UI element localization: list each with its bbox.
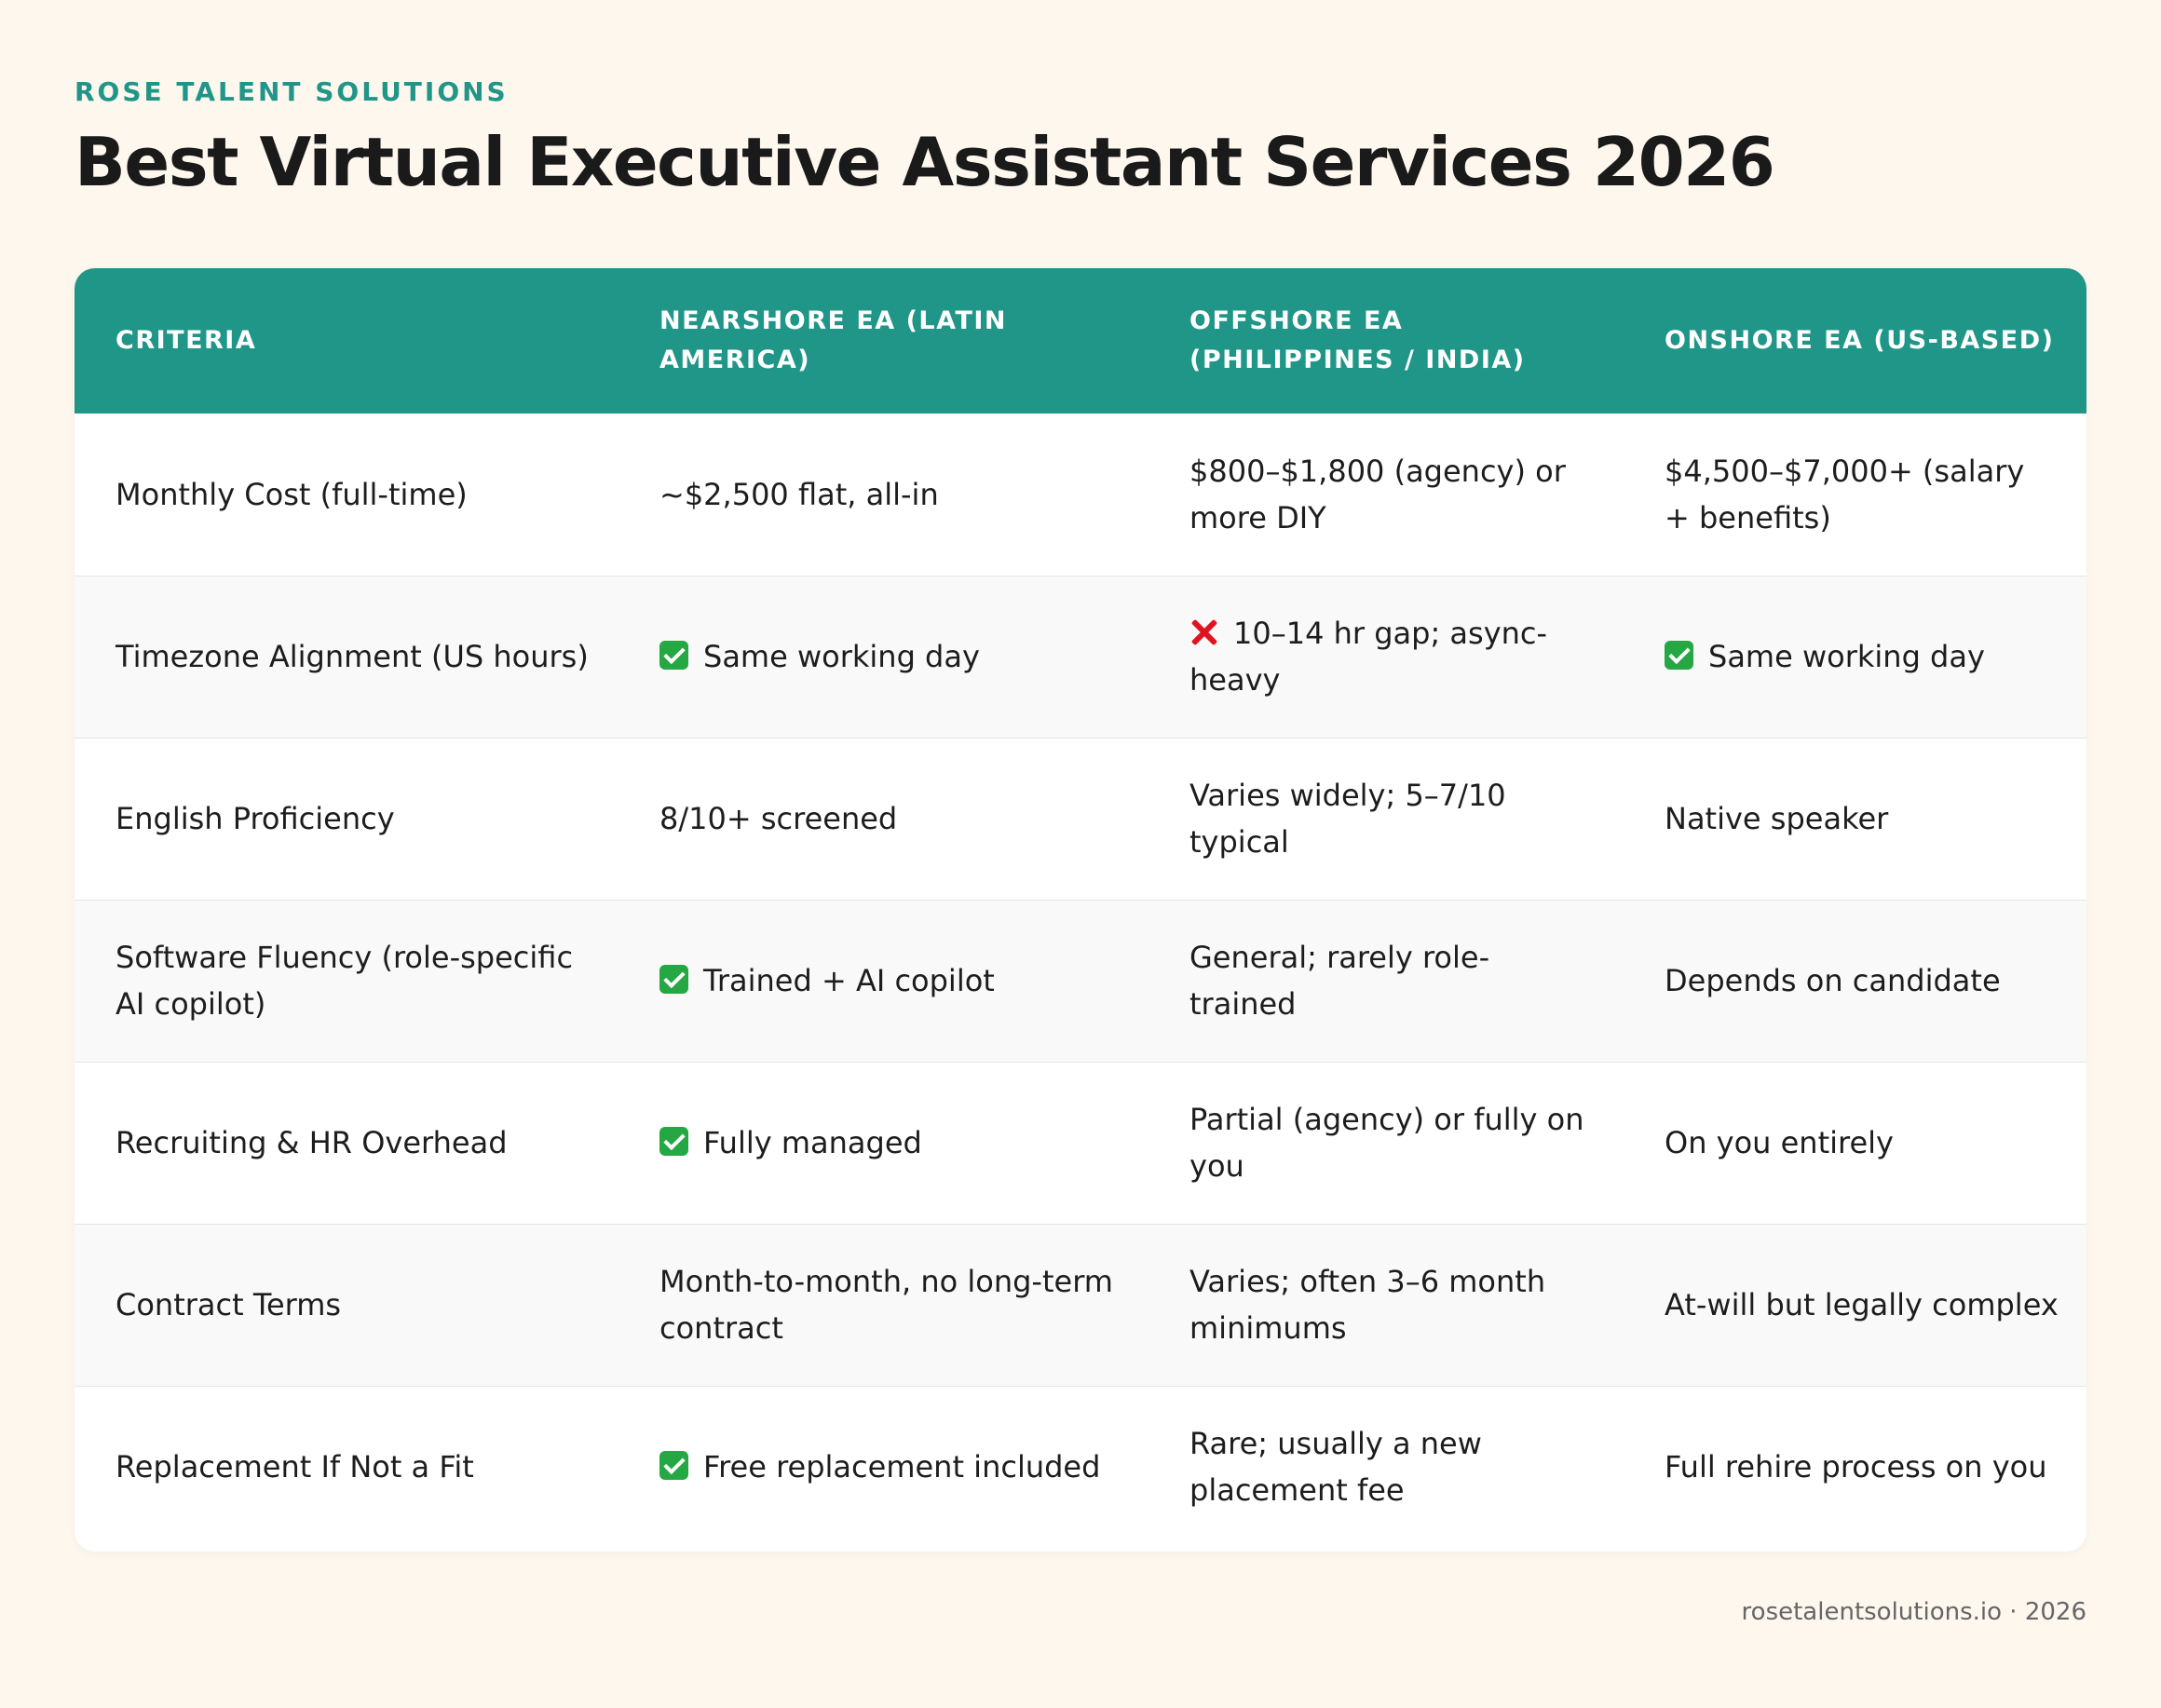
cell-text: Varies widely; 5–7/10 typical [1189, 778, 1506, 860]
brand-label: ROSE TALENT SOLUTIONS [75, 76, 509, 107]
header-nearshore: NEARSHORE EA (LATIN AMERICA) [659, 306, 1008, 374]
cell-criteria: Replacement If Not a Fit [75, 1386, 618, 1548]
cell-text: On you entirely [1665, 1125, 1894, 1160]
cell-nearshore: Same working day [618, 576, 1148, 738]
cell-text: Month-to-month, no long-term contract [659, 1264, 1113, 1346]
cell-offshore: Rare; usually a new placement fee [1148, 1386, 1624, 1548]
cell-onshore: Same working day [1624, 576, 2086, 738]
check-icon [1665, 641, 1693, 670]
table-row: Monthly Cost (full-time) ~$2,500 flat, al… [75, 413, 2086, 576]
cell-text: Full rehire process on you [1665, 1449, 2047, 1485]
table-header-row: CRITERIA NEARSHORE EA (LATIN AMERICA) OF… [75, 268, 2086, 413]
cell-offshore: General; rarely role-trained [1148, 900, 1624, 1062]
check-icon [659, 965, 688, 994]
cell-nearshore: Trained + AI copilot [618, 900, 1148, 1062]
cell-onshore: Native speaker [1624, 738, 2086, 900]
table-row: Timezone Alignment (US hours) Same workin… [75, 576, 2086, 738]
cell-text: Varies; often 3–6 month minimums [1189, 1264, 1546, 1346]
cell-offshore: 10–14 hr gap; async-heavy [1148, 576, 1624, 738]
cell-text: Trained + AI copilot [703, 963, 995, 998]
cell-text: Rare; usually a new placement fee [1189, 1426, 1482, 1509]
cell-text: Same working day [703, 639, 980, 674]
criteria-label: Replacement If Not a Fit [116, 1449, 474, 1485]
cell-criteria: Monthly Cost (full-time) [75, 413, 618, 576]
cell-criteria: Timezone Alignment (US hours) [75, 576, 618, 738]
check-icon [659, 641, 688, 670]
cell-text: $4,500–$7,000+ (salary + benefits) [1665, 453, 2025, 535]
comparison-table: CRITERIA NEARSHORE EA (LATIN AMERICA) OF… [75, 268, 2086, 1552]
cell-text: At-will but legally complex [1665, 1287, 2059, 1322]
table-row: Contract Terms Month-to-month, no long-te… [75, 1224, 2086, 1386]
table-row: Replacement If Not a Fit Free replacement… [75, 1386, 2086, 1548]
criteria-label: Timezone Alignment (US hours) [116, 639, 589, 674]
header-offshore: OFFSHORE EA (PHILIPPINES / INDIA) [1189, 306, 1526, 374]
cell-onshore: $4,500–$7,000+ (salary + benefits) [1624, 413, 2086, 576]
cell-nearshore: Month-to-month, no long-term contract [618, 1224, 1148, 1386]
criteria-label: Monthly Cost (full-time) [116, 476, 468, 512]
cell-text: Same working day [1708, 639, 1985, 674]
cell-text: Free replacement included [703, 1449, 1101, 1485]
cross-icon [1189, 617, 1218, 646]
check-icon [659, 1451, 688, 1481]
cell-offshore: Partial (agency) or fully on you [1148, 1062, 1624, 1224]
cell-offshore: $800–$1,800 (agency) or more DIY [1148, 413, 1624, 576]
cell-onshore: On you entirely [1624, 1062, 2086, 1224]
cell-onshore: At-will but legally complex [1624, 1224, 2086, 1386]
table-body: Monthly Cost (full-time) ~$2,500 flat, al… [75, 413, 2086, 1548]
cell-criteria: English Proficiency [75, 738, 618, 900]
cell-text: Native speaker [1665, 801, 1889, 836]
cell-text: 10–14 hr gap; async-heavy [1189, 616, 1548, 698]
table-row: English Proficiency 8/10+ screened Varies … [75, 738, 2086, 900]
cell-text: Depends on candidate [1665, 963, 2001, 998]
table-row: Recruiting & HR Overhead Fully managed Par… [75, 1062, 2086, 1224]
cell-onshore: Full rehire process on you [1624, 1386, 2086, 1548]
cell-criteria: Software Fluency (role-specific AI copil… [75, 900, 618, 1062]
cell-text: Partial (agency) or fully on you [1189, 1102, 1584, 1184]
cell-text: Fully managed [703, 1125, 922, 1160]
criteria-label: Recruiting & HR Overhead [116, 1125, 508, 1160]
cell-nearshore: Free replacement included [618, 1386, 1148, 1548]
criteria-label: Software Fluency (role-specific AI copil… [116, 940, 574, 1022]
table-row: Software Fluency (role-specific AI copil… [75, 900, 2086, 1062]
cell-offshore: Varies widely; 5–7/10 typical [1148, 738, 1624, 900]
cell-text: 8/10+ screened [659, 801, 898, 836]
cell-nearshore: Fully managed [618, 1062, 1148, 1224]
footer-credit: rosetalentsolutions.io · 2026 [1741, 1598, 2086, 1626]
cell-nearshore: ~$2,500 flat, all-in [618, 413, 1148, 576]
cell-text: ~$2,500 flat, all-in [659, 476, 939, 512]
cell-onshore: Depends on candidate [1624, 900, 2086, 1062]
cell-criteria: Contract Terms [75, 1224, 618, 1386]
check-icon [659, 1127, 688, 1156]
page-title: Best Virtual Executive Assistant Service… [75, 123, 1775, 201]
header-onshore: ONSHORE EA (US-BASED) [1665, 326, 2055, 355]
cell-text: $800–$1,800 (agency) or more DIY [1189, 453, 1566, 535]
criteria-label: Contract Terms [116, 1287, 342, 1322]
cell-nearshore: 8/10+ screened [618, 738, 1148, 900]
cell-text: General; rarely role-trained [1189, 940, 1490, 1022]
cell-criteria: Recruiting & HR Overhead [75, 1062, 618, 1224]
criteria-label: English Proficiency [116, 801, 395, 836]
cell-offshore: Varies; often 3–6 month minimums [1148, 1224, 1624, 1386]
header-criteria: CRITERIA [116, 326, 257, 355]
